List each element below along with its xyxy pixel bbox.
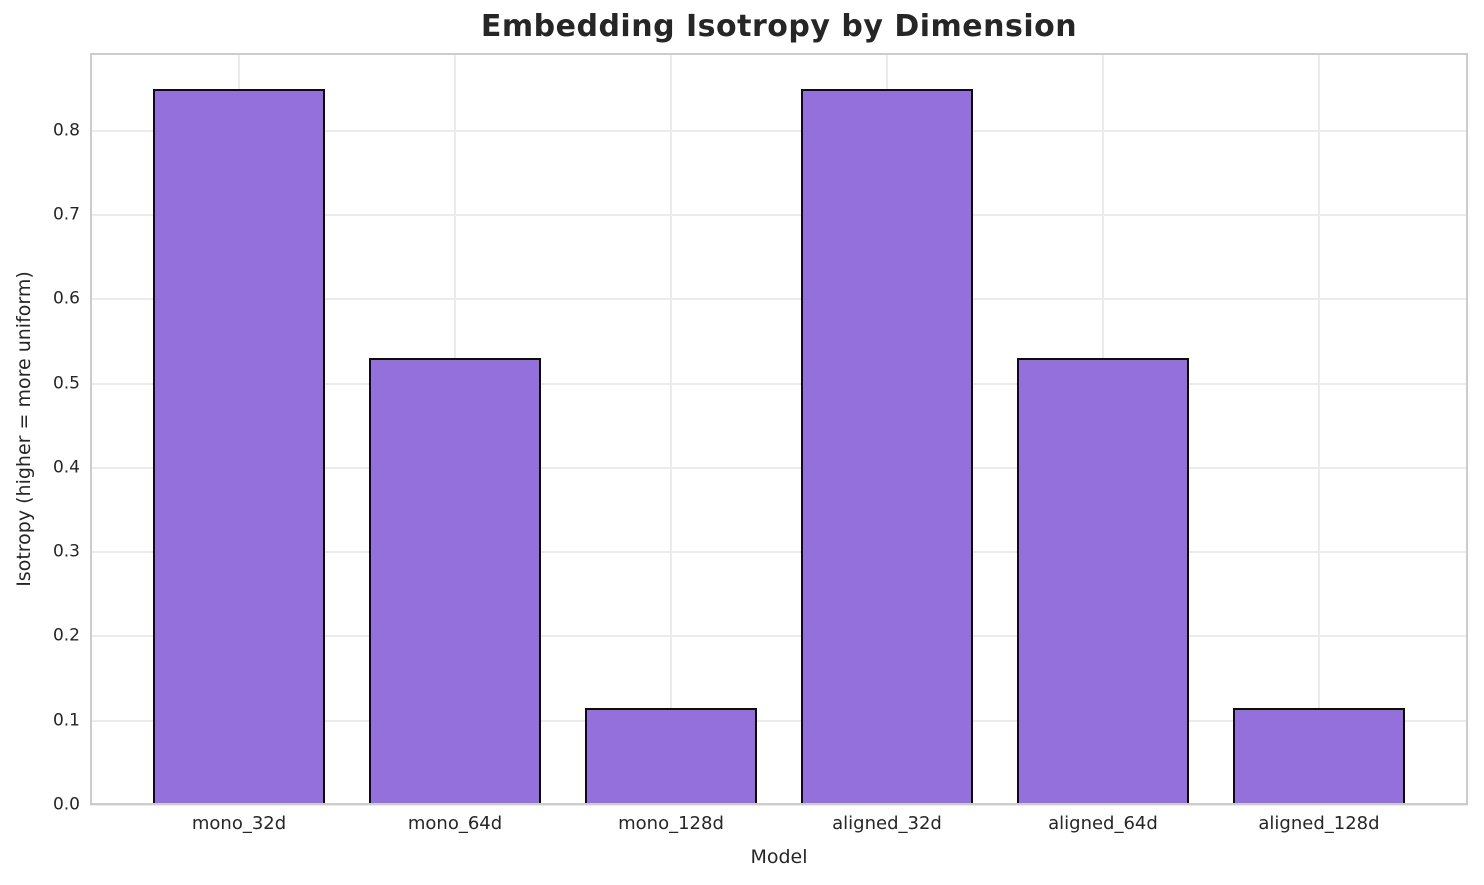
x-tick-label: mono_64d bbox=[407, 813, 503, 834]
y-tick-label: 0.4 bbox=[52, 457, 80, 478]
x-tick-label: aligned_64d bbox=[1048, 813, 1158, 834]
x-axis-label: Model bbox=[750, 846, 808, 868]
bar-aligned_32d bbox=[800, 88, 974, 805]
y-tick-label: 0.8 bbox=[52, 120, 80, 141]
y-gridline bbox=[90, 804, 1468, 806]
y-tick-label: 0.0 bbox=[52, 794, 80, 815]
y-gridline bbox=[90, 635, 1468, 638]
y-tick-label: 0.6 bbox=[52, 288, 80, 309]
y-gridline bbox=[90, 719, 1468, 722]
y-tick-label: 0.3 bbox=[52, 541, 80, 562]
plot-area bbox=[90, 53, 1468, 806]
bar-mono_32d bbox=[152, 88, 326, 805]
y-tick-label: 0.7 bbox=[52, 204, 80, 225]
x-gridline bbox=[1317, 53, 1320, 805]
bar-mono_64d bbox=[368, 358, 542, 805]
y-tick-label: 0.1 bbox=[52, 710, 80, 731]
chart-title: Embedding Isotropy by Dimension bbox=[480, 9, 1078, 44]
bar-mono_128d bbox=[584, 708, 758, 805]
y-axis-label: Isotropy (higher = more uniform) bbox=[13, 271, 35, 587]
y-gridline bbox=[90, 551, 1468, 554]
bar-aligned_128d bbox=[1232, 708, 1406, 805]
y-gridline bbox=[90, 382, 1468, 385]
y-gridline bbox=[90, 129, 1468, 132]
y-gridline bbox=[90, 466, 1468, 469]
y-gridline bbox=[90, 214, 1468, 217]
y-tick-label: 0.5 bbox=[52, 373, 80, 394]
x-tick-label: aligned_32d bbox=[832, 813, 942, 834]
x-gridline bbox=[670, 53, 672, 805]
x-tick-label: aligned_128d bbox=[1258, 813, 1380, 834]
x-tick-label: mono_32d bbox=[191, 813, 287, 834]
bar-aligned_64d bbox=[1016, 358, 1190, 805]
y-gridline bbox=[90, 298, 1468, 301]
y-tick-label: 0.2 bbox=[52, 625, 80, 646]
x-tick-label: mono_128d bbox=[618, 813, 724, 834]
